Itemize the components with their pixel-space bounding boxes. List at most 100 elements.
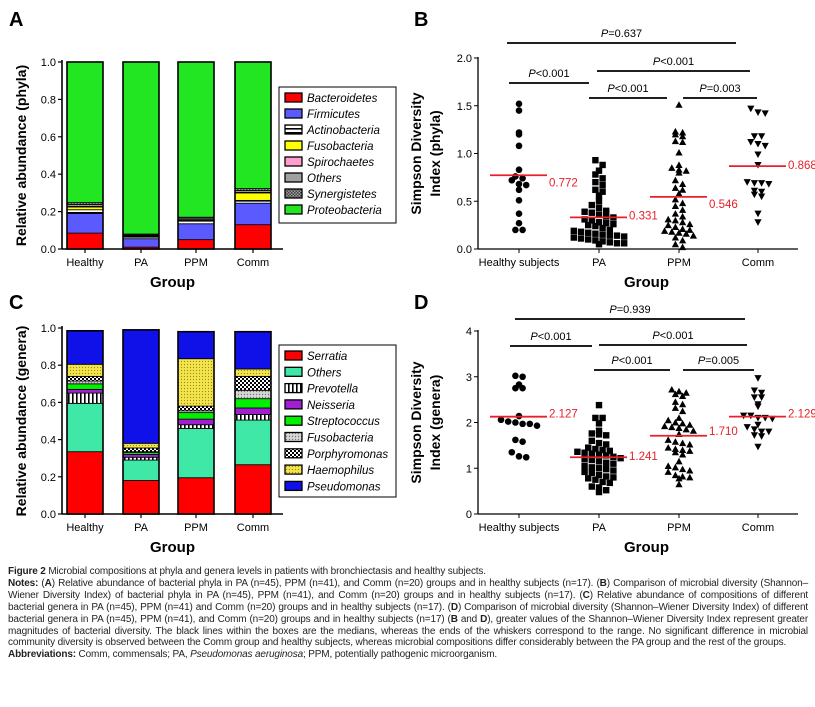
data-point-ppm (664, 468, 672, 475)
bar-segment-pseudomonas-ppm (177, 331, 215, 360)
data-point-comm (754, 109, 762, 117)
p-symbol: P (609, 304, 617, 316)
data-point-comm (761, 110, 769, 117)
y-tick-label: 0.6 (41, 132, 56, 144)
data-point-pa (599, 478, 606, 486)
data-point-healthy-subjects (508, 448, 516, 456)
legend-swatch-prevotella (284, 382, 303, 394)
bar-segment-others-healthy (66, 402, 104, 453)
bar-segment-prevotella-healthy (66, 392, 104, 404)
x-tick-label: Healthy subjects (479, 522, 560, 534)
significance-label: P<0.001 (652, 330, 693, 342)
abbr-segment: Pseudomonas aeruginosa (190, 649, 303, 661)
legend-label-bacteroidetes: Bacteroidetes (307, 93, 378, 105)
data-point-pa (585, 236, 592, 243)
data-point-pa (592, 445, 599, 453)
data-point-ppm (668, 385, 676, 393)
data-point-ppm (671, 137, 679, 145)
bar-segment-others-pa (122, 459, 160, 481)
bar-segment-bacteroidetes-comm (234, 224, 272, 250)
data-point-ppm (671, 233, 679, 241)
legend-label-streptococcus: Streptococcus (307, 416, 380, 428)
p-symbol: P (528, 68, 536, 80)
data-point-pa (603, 441, 610, 448)
legend-swatch-others (284, 366, 303, 377)
data-point-pa (581, 216, 588, 223)
x-tick-label: Healthy subjects (479, 257, 560, 269)
data-point-ppm (675, 101, 683, 108)
legend-label-fusobacteria: Fusobacteria (307, 433, 373, 445)
x-tick-label: PPM (667, 257, 691, 269)
abbr-segment: Comm, commensals; PA, (75, 649, 191, 661)
data-point-ppm (679, 419, 687, 427)
data-point-pa (610, 220, 617, 228)
bar-segment-firmicutes-comm (234, 202, 272, 226)
bar-segment-others-ppm (177, 428, 215, 479)
y-tick-label: 1.5 (457, 101, 472, 113)
data-point-ppm (675, 229, 683, 236)
data-point-pa (610, 467, 617, 474)
data-point-pa (581, 455, 588, 463)
y-tick-label: 0.8 (41, 94, 56, 106)
data-point-pa (595, 427, 603, 434)
data-point-comm (758, 428, 766, 436)
data-point-pa (595, 401, 603, 409)
x-tick-label: PA (134, 522, 149, 534)
bar-segment-serratia-comm (234, 464, 272, 515)
data-point-pa (570, 227, 577, 235)
x-tick-label: Comm (742, 257, 774, 269)
data-point-healthy-subjects (519, 175, 526, 182)
legend-swatch-spirochaetes (284, 156, 303, 167)
bar-segment-actinobacteria-comm (234, 199, 272, 204)
data-point-pa (613, 240, 621, 247)
data-point-ppm (671, 184, 679, 191)
data-point-healthy-subjects (519, 420, 526, 428)
data-point-ppm (661, 227, 669, 234)
p-value: <0.001 (615, 83, 649, 95)
data-point-ppm (679, 218, 687, 226)
bar-segment-proteobacteria-comm (234, 61, 272, 189)
y-tick-label: 4 (466, 326, 472, 338)
data-point-pa (603, 487, 610, 494)
data-point-pa (621, 240, 628, 247)
data-point-pa (592, 414, 599, 422)
panel-letter-b: B (414, 9, 428, 31)
bar-segment-prevotella-ppm (177, 424, 215, 429)
data-point-pa (603, 452, 610, 459)
data-point-ppm (686, 220, 694, 228)
legend-label-proteobacteria: Proteobacteria (307, 205, 382, 217)
bar-segment-fusobacteria-comm (234, 192, 272, 201)
y-tick-label: 0.0 (41, 509, 56, 521)
abbr-segment: Abbreviations: (8, 649, 76, 661)
data-point-pa (603, 432, 610, 439)
y-tick-label: 0.0 (457, 244, 472, 256)
data-point-ppm (682, 425, 690, 433)
data-point-comm (754, 151, 762, 159)
bar-segment-streptococcus-comm (234, 398, 272, 409)
data-point-pa (606, 239, 613, 246)
data-point-pa (588, 437, 595, 444)
legend-label-others: Others (307, 173, 342, 185)
data-point-ppm (671, 130, 679, 138)
data-point-ppm (675, 474, 683, 482)
p-symbol: P (698, 355, 706, 367)
legend-label-porphyromonas: Porphyromonas (307, 449, 388, 461)
data-point-ppm (679, 199, 687, 207)
data-point-pa (599, 414, 606, 422)
data-point-healthy-subjects (515, 196, 523, 204)
data-point-healthy-subjects (515, 131, 523, 138)
bar-outline-healthy (66, 329, 104, 515)
data-point-healthy-subjects (519, 384, 526, 392)
y-tick-label: 0 (466, 509, 472, 521)
notes-segment: ) Relative abundance of compositions of … (8, 589, 809, 613)
bar-segment-neisseria-healthy (66, 388, 104, 394)
data-point-pa (577, 228, 585, 236)
data-point-pa (592, 171, 599, 178)
data-point-ppm (664, 444, 672, 451)
data-point-pa (603, 459, 610, 466)
median-label-pa: 0.331 (629, 210, 658, 222)
significance-label: P=0.939 (609, 304, 650, 316)
notes-segment: ) Comparison of microbial diversity (Sha… (8, 577, 808, 601)
data-point-healthy-subjects (515, 107, 523, 114)
data-point-healthy-subjects (515, 210, 523, 217)
